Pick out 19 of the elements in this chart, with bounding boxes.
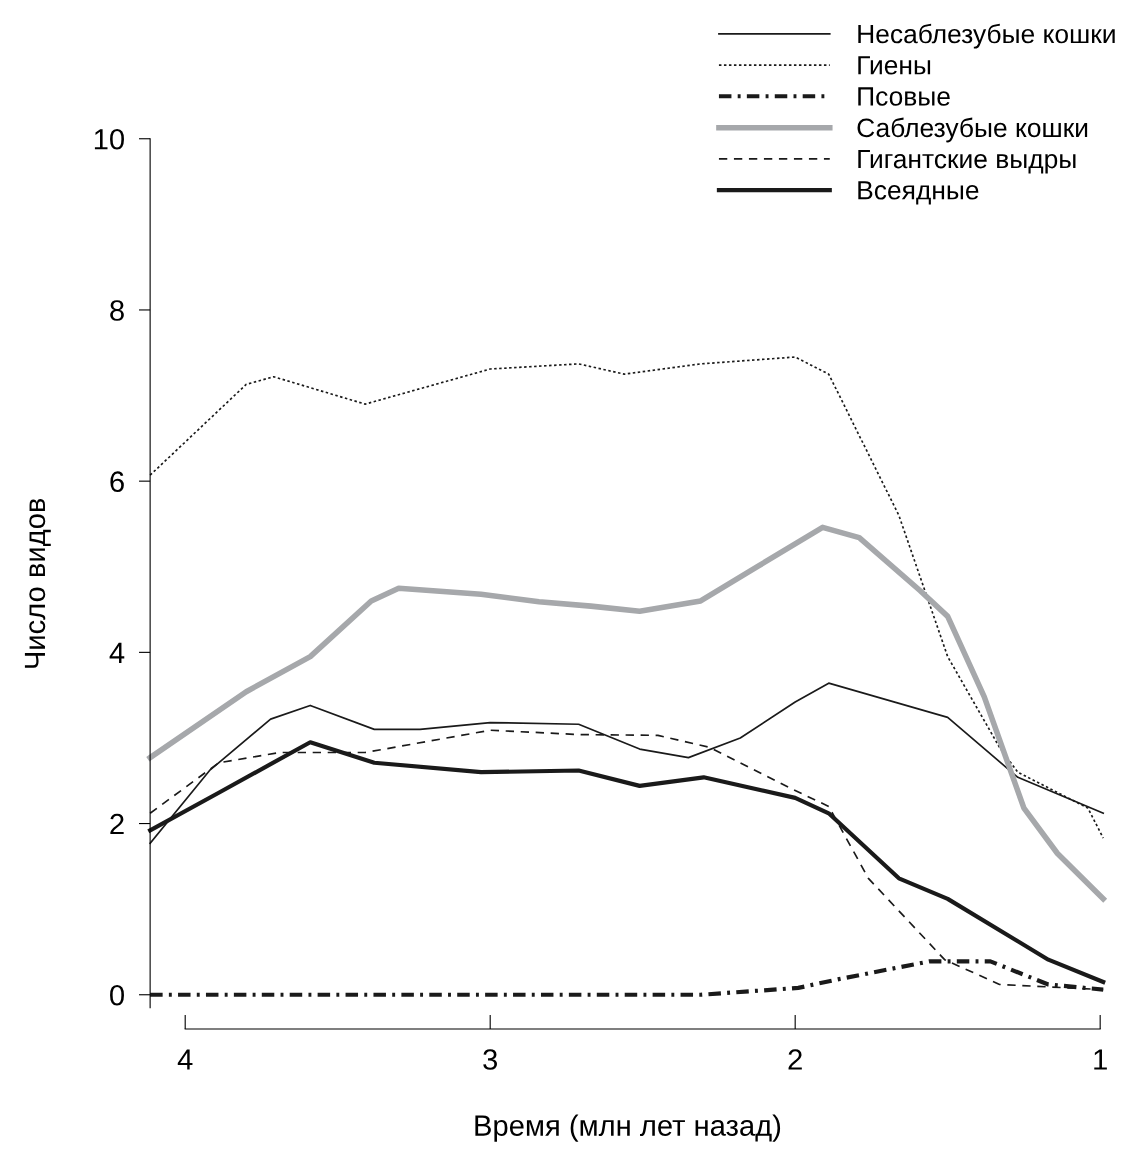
y-tick-label: 10 (94, 128, 124, 150)
x-tick-label: 3 (483, 1049, 498, 1070)
y-tick-label: 8 (110, 300, 124, 321)
legend-label: Несаблезубые кошки (858, 23, 1115, 49)
x-axis-title: Время (млн лет назад) (475, 1114, 781, 1142)
x-tick-label: 1 (1094, 1049, 1107, 1070)
y-tick-label: 2 (110, 813, 124, 835)
legend-label: Гиены (858, 56, 931, 75)
y-tick-label: 6 (110, 471, 124, 493)
line-series (149, 356, 1105, 839)
y-axis-title: Число видов (24, 498, 51, 668)
x-tick-label: 4 (177, 1049, 193, 1070)
y-tick-label: 4 (109, 642, 125, 663)
legend-label: Псовые (858, 87, 950, 106)
x-tick-label: 2 (788, 1049, 802, 1070)
legend-label: Гигантские выдры (858, 149, 1076, 174)
y-tick-label: 0 (110, 984, 124, 1006)
legend-label: Саблезубые кошки (857, 117, 1088, 143)
legend-label: Всеядные (858, 181, 979, 205)
